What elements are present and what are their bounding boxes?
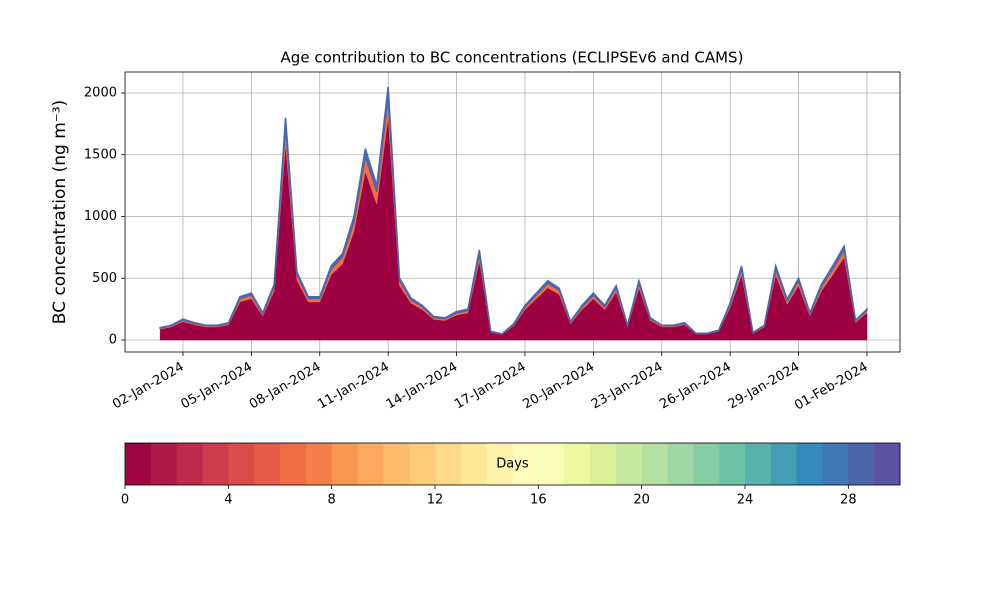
colorbar-cell xyxy=(460,443,488,485)
plot-frame xyxy=(124,71,901,353)
colorbar-cell xyxy=(228,443,255,485)
colorbar-cell xyxy=(745,443,772,485)
colorbar-frame xyxy=(124,442,901,486)
colorbar-cell xyxy=(305,443,333,485)
chart-title: Age contribution to BC concentrations (E… xyxy=(281,49,744,67)
colorbar-cell xyxy=(331,443,358,485)
y-tick-label: 1000 xyxy=(84,209,117,224)
y-tick-label: 0 xyxy=(109,333,117,348)
colorbar-tick-label: 12 xyxy=(427,493,444,508)
colorbar-cell xyxy=(770,443,798,485)
colorbar-cell xyxy=(848,443,875,485)
colorbar-tick-label: 8 xyxy=(328,493,336,508)
colorbar-cell xyxy=(719,443,746,485)
colorbar-cell xyxy=(796,443,823,485)
y-axis-label: BC concentration (ng m⁻³) xyxy=(50,100,70,324)
colorbar-cell xyxy=(435,443,462,485)
colorbar-label: Days xyxy=(496,457,529,472)
colorbar-cell xyxy=(590,443,617,485)
colorbar-cell xyxy=(202,443,229,485)
area xyxy=(159,86,868,335)
colorbar-tick-label: 28 xyxy=(840,493,857,508)
colorbar-cell xyxy=(409,443,436,485)
colorbar-cell xyxy=(383,443,410,485)
colorbar-cell xyxy=(693,443,720,485)
colorbar-cell xyxy=(486,443,513,485)
colorbar-cell xyxy=(641,443,668,485)
y-tick-label: 500 xyxy=(92,271,117,286)
colorbar-cell xyxy=(125,443,152,485)
y-tick-label: 2000 xyxy=(84,85,117,100)
colorbar-cell xyxy=(874,443,901,485)
colorbar-cell xyxy=(150,443,178,485)
y-tick-label: 1500 xyxy=(84,147,117,162)
colorbar-tick-label: 20 xyxy=(633,493,650,508)
colorbar-cell xyxy=(176,443,203,485)
colorbar-cell xyxy=(280,443,307,485)
colorbar-cell xyxy=(615,443,643,485)
colorbar-tick-label: 0 xyxy=(121,493,129,508)
colorbar-cell xyxy=(667,443,694,485)
colorbar-tick-label: 4 xyxy=(224,493,232,508)
colorbar-cell xyxy=(254,443,281,485)
colorbar-cell xyxy=(512,443,539,485)
colorbar-cell xyxy=(357,443,384,485)
colorbar-cell xyxy=(822,443,849,485)
colorbar-tick-label: 16 xyxy=(530,493,547,508)
colorbar-cell xyxy=(564,443,591,485)
colorbar-tick-label: 24 xyxy=(737,493,754,508)
colorbar-cell xyxy=(538,443,565,485)
